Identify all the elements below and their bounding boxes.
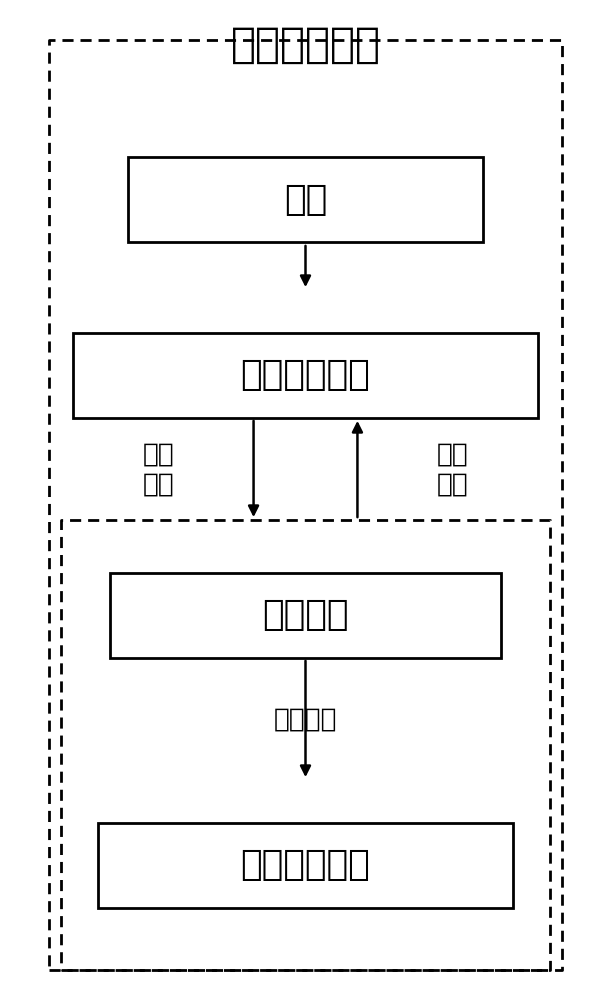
Text: 传动模块: 传动模块 <box>262 598 349 632</box>
Bar <box>73 332 538 418</box>
Text: 系统控制模块: 系统控制模块 <box>241 358 370 392</box>
Text: 电源: 电源 <box>284 183 327 217</box>
Bar <box>128 157 483 242</box>
Text: 自动
控制: 自动 控制 <box>143 442 175 498</box>
Text: 数据
存储: 数据 存储 <box>436 442 468 498</box>
Text: 激光测距模块: 激光测距模块 <box>241 848 370 882</box>
Bar <box>110 572 501 658</box>
Text: 位移监测装置: 位移监测装置 <box>230 24 381 66</box>
Bar <box>98 822 513 908</box>
Text: 旋转复位: 旋转复位 <box>274 707 337 733</box>
